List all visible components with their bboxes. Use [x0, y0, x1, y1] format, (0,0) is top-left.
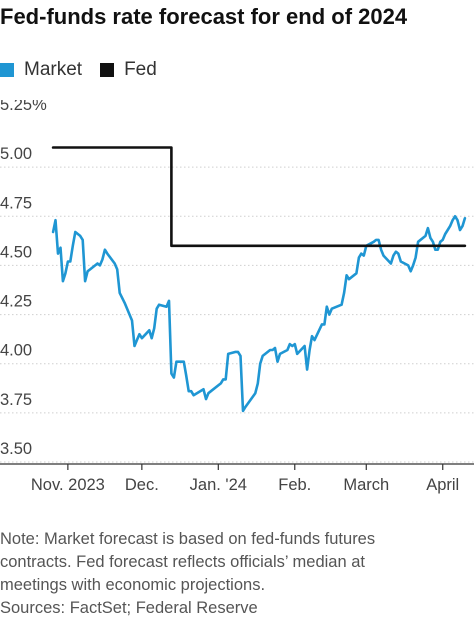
legend-swatch-market: [0, 63, 14, 77]
legend-label-fed: Fed: [124, 59, 157, 80]
series-line-fed: [51, 146, 467, 248]
series-line-market: [51, 215, 467, 413]
chart-title: Fed-funds rate forecast for end of 2024: [0, 4, 408, 29]
y-tick-label-0: 5.25%: [0, 100, 47, 114]
x-tick-label-1: Dec.: [125, 476, 159, 494]
note-line-2: contracts. Fed forecast reflects officia…: [0, 553, 365, 571]
x-tick-label-0: Nov. 2023: [31, 476, 105, 494]
line-chart: 5.25% 5.00 4.75 4.50 4.25 4.00 3.75 3.50 Nov. 20…: [0, 100, 474, 494]
sources-line: Sources: FactSet; Federal Reserve: [0, 599, 258, 617]
x-tick-label-2: Jan. '24: [190, 476, 247, 494]
x-tick-label-4: March: [343, 476, 389, 494]
y-tick-label-6: 3.75: [0, 391, 32, 409]
legend-item-market: Market: [0, 59, 82, 81]
legend-label-market: Market: [24, 59, 83, 80]
x-tick-label-5: April: [426, 476, 459, 494]
note-line-1: Note: Market forecast is based on fed-fu…: [0, 530, 376, 548]
note-line-3: meetings with economic projections.: [0, 576, 266, 594]
y-tick-label-2: 4.75: [0, 194, 32, 212]
y-tick-label-1: 5.00: [0, 145, 32, 163]
chart-notes: Note: Market forecast is based on fed-fu…: [0, 528, 474, 620]
legend-swatch-fed: [100, 63, 115, 77]
y-tick-label-5: 4.00: [0, 342, 32, 360]
x-tick-label-3: Feb.: [278, 476, 311, 494]
legend: Market Fed: [0, 58, 175, 82]
y-tick-label-7: 3.50: [0, 440, 32, 458]
legend-item-fed: Fed: [100, 59, 157, 81]
y-tick-label-3: 4.50: [0, 243, 32, 261]
y-tick-label-4: 4.25: [0, 293, 32, 311]
